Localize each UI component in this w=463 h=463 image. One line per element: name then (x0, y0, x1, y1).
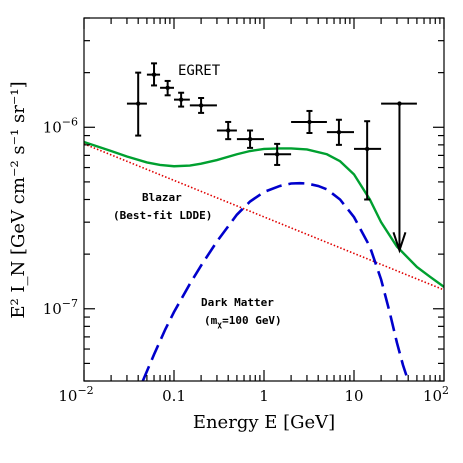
egret-label: EGRET (178, 63, 221, 79)
x-tick-label-5: 102 (423, 384, 449, 405)
x-tick-label-3: 1 (259, 387, 269, 405)
series-line-total (84, 140, 444, 288)
egret-point-2 (146, 62, 161, 87)
y-tick-label-2-exp: −6 (62, 115, 78, 128)
y-tick-label-1-base: 10 (43, 300, 62, 318)
series-layer (84, 140, 444, 381)
blazar-sublabel: (Best-fit LDDE) (113, 209, 212, 222)
egret-point-9 (291, 109, 327, 134)
x-axis-title: Energy E [GeV] (193, 412, 335, 433)
egret-point-5 (189, 96, 217, 114)
y-tick-label-1-exp: −7 (62, 297, 78, 310)
egret-marker-11 (364, 146, 370, 152)
y-axis-title: E² I_N [GeV cm⁻² s⁻¹ sr⁻¹] (8, 81, 29, 318)
x-tick-label-4: 10 (344, 387, 363, 405)
egret-marker-4 (178, 97, 184, 102)
egret-marker-6 (225, 128, 231, 133)
dm-mass-prefix: (m (204, 314, 218, 327)
egret-point-6 (216, 120, 237, 141)
egret-upper-limit (381, 101, 417, 254)
x-tick-label-2: 0.1 (162, 387, 186, 405)
blazar-label: Blazar (142, 191, 182, 204)
dark-matter-label: Dark Matter (201, 296, 274, 309)
dm-mass-sub: χ (217, 320, 222, 329)
x-tick-label-5-exp: 2 (442, 384, 449, 397)
egret-marker-1 (135, 101, 141, 106)
upper-limit-arrowhead (392, 231, 407, 254)
egret-marker-2 (151, 72, 157, 77)
x-tick-label-1-base: 10 (58, 387, 77, 405)
egret-point-7 (236, 129, 264, 149)
egret-point-3 (160, 79, 174, 97)
x-tick-label-2-base: 0.1 (162, 387, 186, 405)
egret-point-4 (174, 91, 190, 108)
egret-point-1 (126, 71, 147, 137)
dm-mass-suffix: =100 GeV) (222, 314, 282, 327)
egret-marker-3 (165, 85, 170, 91)
egret-marker-10 (336, 129, 342, 135)
egret-point-11 (354, 120, 382, 201)
ticks-layer (83, 17, 445, 382)
egret-marker-5 (198, 103, 204, 108)
egret-marker-8 (274, 152, 280, 157)
x-tick-label-5-base: 10 (423, 387, 442, 405)
egret-point-10 (326, 118, 354, 146)
x-tick-label-4-base: 10 (344, 387, 363, 405)
y-tick-label-2: 10−6 (43, 115, 78, 136)
egret-marker-7 (247, 136, 253, 142)
y-tick-label-1: 10−7 (43, 297, 78, 318)
egret-marker-9 (307, 119, 312, 125)
x-tick-label-3-base: 1 (259, 387, 269, 405)
y-tick-label-2-base: 10 (43, 118, 62, 136)
x-tick-label-1: 10−2 (58, 384, 93, 405)
dark-matter-mass-label: (mχ=100 GeV) (204, 314, 282, 329)
series-line-dark-matter (141, 181, 410, 381)
egret-point-8 (264, 142, 292, 166)
egret-points (126, 62, 417, 254)
x-tick-label-1-exp: −2 (77, 384, 93, 397)
